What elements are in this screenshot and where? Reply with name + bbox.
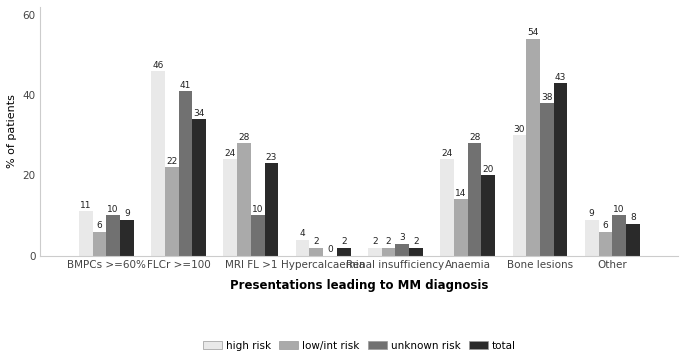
Bar xyxy=(337,247,351,256)
Bar xyxy=(553,83,567,256)
Legend: high risk, low/int risk, unknown risk, total: high risk, low/int risk, unknown risk, t… xyxy=(199,337,520,355)
Bar xyxy=(165,167,179,256)
Text: 10: 10 xyxy=(613,205,625,214)
Bar xyxy=(599,231,612,256)
Bar xyxy=(79,212,92,256)
Bar xyxy=(540,103,553,256)
Text: 41: 41 xyxy=(179,81,191,89)
Text: 10: 10 xyxy=(252,205,264,214)
Text: 11: 11 xyxy=(80,201,91,210)
Bar xyxy=(382,247,395,256)
Bar xyxy=(106,215,120,256)
Text: 38: 38 xyxy=(541,93,553,102)
Bar xyxy=(512,135,526,256)
Text: 28: 28 xyxy=(469,133,480,142)
Text: 54: 54 xyxy=(527,28,539,37)
Text: 3: 3 xyxy=(399,233,405,242)
Text: 43: 43 xyxy=(555,72,566,82)
Bar xyxy=(296,240,310,256)
Text: 2: 2 xyxy=(372,237,377,246)
Text: 9: 9 xyxy=(589,209,595,218)
Bar xyxy=(92,231,106,256)
Text: 24: 24 xyxy=(441,149,453,158)
Bar xyxy=(192,119,206,256)
Text: 23: 23 xyxy=(266,153,277,162)
Bar xyxy=(585,219,599,256)
Bar xyxy=(237,143,251,256)
Bar xyxy=(454,200,468,256)
Text: 8: 8 xyxy=(630,213,636,222)
Text: 2: 2 xyxy=(314,237,319,246)
X-axis label: Presentations leading to MM diagnosis: Presentations leading to MM diagnosis xyxy=(230,279,488,292)
Text: 6: 6 xyxy=(97,221,102,230)
Bar xyxy=(223,159,237,256)
Bar xyxy=(120,219,134,256)
Bar xyxy=(368,247,382,256)
Bar xyxy=(251,215,264,256)
Text: 9: 9 xyxy=(124,209,129,218)
Text: 10: 10 xyxy=(108,205,119,214)
Text: 2: 2 xyxy=(341,237,347,246)
Text: 6: 6 xyxy=(603,221,608,230)
Text: 34: 34 xyxy=(193,109,205,118)
Bar xyxy=(626,224,640,256)
Bar xyxy=(409,247,423,256)
Bar xyxy=(482,175,495,256)
Text: 24: 24 xyxy=(225,149,236,158)
Text: 14: 14 xyxy=(455,189,466,198)
Text: 2: 2 xyxy=(413,237,419,246)
Bar xyxy=(468,143,482,256)
Text: 28: 28 xyxy=(238,133,249,142)
Bar xyxy=(151,71,165,256)
Text: 30: 30 xyxy=(514,125,525,134)
Bar xyxy=(179,91,192,256)
Text: 22: 22 xyxy=(166,157,177,166)
Text: 0: 0 xyxy=(327,245,333,254)
Y-axis label: % of patients: % of patients xyxy=(7,94,17,168)
Text: 20: 20 xyxy=(483,165,494,174)
Text: 46: 46 xyxy=(152,60,164,70)
Bar xyxy=(526,39,540,256)
Bar xyxy=(440,159,454,256)
Bar xyxy=(612,215,626,256)
Bar xyxy=(310,247,323,256)
Text: 4: 4 xyxy=(300,229,306,238)
Text: 2: 2 xyxy=(386,237,391,246)
Bar xyxy=(395,244,409,256)
Bar xyxy=(264,163,278,256)
